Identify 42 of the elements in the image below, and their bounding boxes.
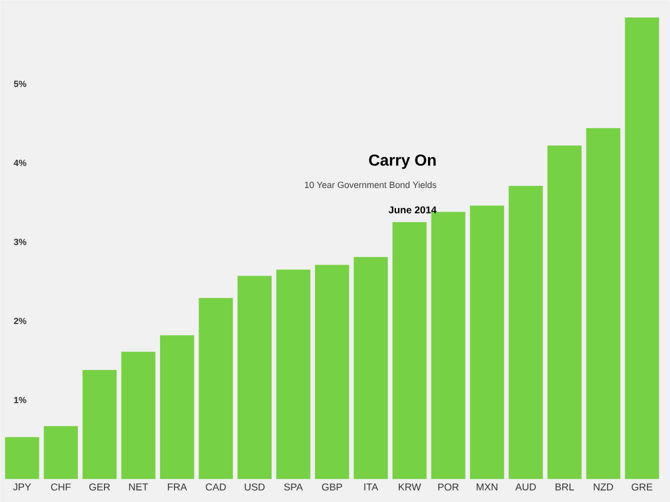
x-tick-label: SPA: [284, 483, 303, 491]
bar: [586, 128, 620, 480]
bar: [547, 145, 582, 480]
bar: [431, 212, 466, 480]
bar: [5, 437, 40, 480]
x-tick-label: GRE: [632, 483, 652, 491]
bar: [508, 186, 543, 480]
y-tick-label: 4%: [14, 160, 26, 166]
x-tick-label: ITA: [364, 483, 378, 490]
text: 10 Year Government Bond Yields: [304, 181, 436, 188]
y-tick-label: 2%: [14, 318, 26, 324]
bar: [82, 370, 117, 480]
x-tick-label: JPY: [13, 483, 32, 490]
x-tick-label: POR: [438, 483, 459, 491]
y-tick-label: 1%: [14, 396, 26, 404]
annotation: June 2014: [388, 206, 437, 214]
x-tick-label: KRW: [398, 483, 422, 490]
y-tick-label: 5%: [14, 80, 26, 88]
bar: [160, 335, 194, 480]
x-tick-label: MXN: [476, 483, 498, 490]
bar: [315, 264, 350, 480]
x-tick-label: AUD: [515, 483, 536, 490]
bar: [198, 298, 233, 480]
x-tick-label: BRL: [556, 483, 574, 490]
text: Carry On: [369, 154, 436, 169]
bar: [624, 17, 660, 480]
bar: [44, 426, 78, 480]
bar: [121, 352, 156, 480]
x-tick-label: CHF: [51, 483, 71, 491]
bar: [470, 206, 504, 480]
x-tick-label: CAD: [206, 483, 226, 491]
bar: [392, 222, 427, 480]
y-tick-label: 3%: [14, 238, 26, 246]
x-tick-label: NET: [129, 483, 148, 490]
bar: [276, 270, 310, 480]
x-tick-label: FRA: [168, 483, 188, 490]
bar: [238, 276, 272, 480]
x-tick-label: GBP: [322, 483, 342, 491]
x-tick-label: GER: [89, 483, 110, 491]
x-tick-label: NZD: [594, 483, 614, 490]
bar: [354, 256, 388, 480]
x-tick-label: USD: [244, 483, 265, 491]
